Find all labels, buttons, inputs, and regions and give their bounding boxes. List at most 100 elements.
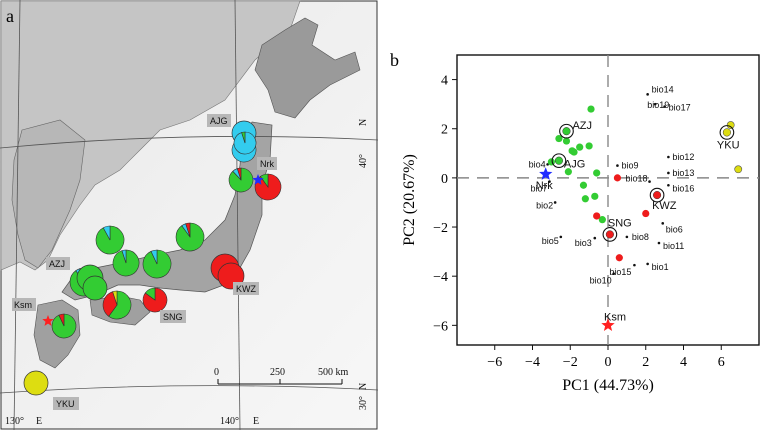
pie-slice-green bbox=[241, 131, 246, 144]
lat40-label: 40° bbox=[358, 154, 369, 168]
x-tick-label: 4 bbox=[680, 355, 687, 370]
pca-point-red bbox=[615, 254, 623, 262]
site-label-kwz: KWZ bbox=[236, 284, 256, 294]
point-label-yku: YKU bbox=[717, 139, 740, 151]
site-label-sng: SNG bbox=[163, 312, 183, 322]
bio-point-bio5 bbox=[559, 235, 563, 239]
labeled-point-azj bbox=[562, 127, 571, 136]
site-label-ksm: Ksm bbox=[14, 300, 32, 310]
pca-point-green bbox=[593, 169, 601, 177]
site-label-ajg: AJG bbox=[210, 116, 228, 126]
pie-slice-yellow bbox=[23, 370, 49, 396]
bio-label-bio16: bio16 bbox=[672, 183, 694, 193]
pie-slice-cyan bbox=[102, 225, 111, 241]
pie-slice-green bbox=[108, 290, 132, 320]
bio-label-bio9: bio9 bbox=[621, 161, 638, 171]
pca-point-green bbox=[562, 137, 571, 145]
pie-nrk-north bbox=[228, 167, 254, 193]
scale-end: 500 km bbox=[318, 367, 349, 378]
pie-ajg-3 bbox=[233, 131, 257, 155]
scale-zero: 0 bbox=[214, 367, 219, 378]
bio-point-bio6 bbox=[661, 222, 665, 225]
x-tick-label: −2 bbox=[563, 355, 578, 370]
labeled-point-ajg bbox=[554, 156, 563, 165]
nrk-star-marker bbox=[252, 174, 264, 185]
bio-point-bio1 bbox=[646, 262, 649, 266]
pie-slice-yellow bbox=[112, 290, 118, 306]
y-axis-label: PC2 (20.67%) bbox=[401, 154, 418, 246]
pie-central-3 bbox=[142, 249, 172, 279]
map-panel: 40° N 30° N 130° E 140° E 0 250 500 km a… bbox=[0, 0, 379, 431]
pca-point-yellow bbox=[726, 121, 735, 129]
pie-central-2 bbox=[175, 222, 205, 252]
bio-point-bio9 bbox=[616, 164, 619, 167]
bio-point-bio17 bbox=[663, 105, 666, 108]
site-tag-sng: SNG bbox=[160, 310, 186, 323]
labeled-ring-ajg bbox=[551, 153, 567, 169]
bio-point-bio13 bbox=[667, 171, 670, 175]
labeled-point-kwz bbox=[653, 191, 662, 200]
site-label-nrk: Nrk bbox=[260, 159, 274, 169]
bio-label-bio11: bio11 bbox=[663, 241, 684, 251]
pca-point-green bbox=[598, 216, 606, 224]
pie-nrk bbox=[254, 173, 282, 201]
lon130-label: 130° bbox=[5, 416, 24, 427]
site-label-yku: YKU bbox=[56, 399, 75, 409]
bio-label-bio1: bio1 bbox=[652, 262, 669, 272]
point-label-kwz: KWZ bbox=[652, 200, 677, 212]
labeled-point-layer: AZJ AJG KWZ SNG YKU bbox=[551, 120, 740, 242]
pca-panel: b −6 −4 −2 0 2 4 6 −6 −4 −2 0 2 4 bio14 bio19 bio17 bi… bbox=[384, 0, 776, 430]
pca-point-green bbox=[591, 192, 599, 200]
x-tick-label: −6 bbox=[487, 355, 502, 370]
bio-point-bio14 bbox=[646, 93, 649, 96]
bio-label-bio7: bio7 bbox=[530, 184, 547, 194]
bio-label-bio15: bio15 bbox=[609, 267, 631, 277]
bio-point-bio10 bbox=[612, 272, 615, 276]
scale-mid: 250 bbox=[270, 367, 285, 378]
bio-point-bio18 bbox=[648, 180, 651, 183]
bio-label-bio13: bio13 bbox=[672, 168, 694, 178]
lon140-e-label: E bbox=[253, 416, 259, 427]
site-tag-ksm: Ksm bbox=[12, 298, 36, 311]
bio-label-bio17: bio17 bbox=[669, 103, 691, 113]
grid-lat-30 bbox=[0, 385, 379, 394]
y-tick-label: −2 bbox=[433, 221, 448, 236]
point-label-azj: AZJ bbox=[572, 120, 592, 132]
pie-slice-green bbox=[51, 313, 77, 339]
lat30-n-label: N bbox=[358, 383, 369, 390]
pie-slice-green bbox=[259, 173, 269, 188]
pie-kyushu bbox=[51, 313, 77, 339]
bio-point-bio2 bbox=[553, 201, 557, 204]
x-tick-label: −4 bbox=[525, 355, 540, 370]
y-tick-label: 2 bbox=[441, 123, 448, 138]
site-tag-azj: AZJ bbox=[46, 257, 70, 270]
site-label-azj: AZJ bbox=[49, 259, 65, 269]
bio-label-bio18: bio18 bbox=[625, 174, 647, 184]
bio-point-bio3 bbox=[593, 236, 597, 240]
site-tag-kwz: KWZ bbox=[233, 282, 259, 295]
star-label-nrk: Nrk bbox=[536, 180, 554, 192]
panel-a-letter: a bbox=[6, 6, 14, 26]
pca-point-green bbox=[579, 181, 588, 189]
pca-point-red bbox=[613, 174, 622, 182]
bio-label-bio12: bio12 bbox=[672, 152, 694, 162]
pie-slice-cyan bbox=[150, 249, 158, 265]
bio-point-bio4 bbox=[546, 163, 549, 166]
pie-yku bbox=[23, 370, 49, 396]
pca-point-green bbox=[581, 195, 589, 203]
pie-slice-cyan bbox=[121, 249, 127, 264]
pie-slice-red bbox=[185, 222, 191, 238]
korea-peninsula bbox=[11, 119, 86, 269]
labeled-point-yku bbox=[722, 128, 731, 137]
pie-central-1 bbox=[95, 225, 125, 255]
pca-point-green bbox=[587, 105, 595, 113]
pie-slice-green bbox=[142, 249, 172, 279]
pie-slice-red bbox=[58, 313, 65, 327]
site-tag-yku: YKU bbox=[53, 397, 79, 410]
pie-slice-green bbox=[144, 287, 156, 301]
pca-point-green bbox=[564, 168, 572, 176]
bio-label-bio8: bio8 bbox=[632, 232, 649, 242]
x-tick-label: 0 bbox=[605, 355, 612, 370]
bio-vector-layer: bio14 bio19 bio17 bio12 bio13 bio16 bio18 bio9 b… bbox=[529, 84, 695, 285]
pie-azj-3 bbox=[82, 275, 108, 301]
